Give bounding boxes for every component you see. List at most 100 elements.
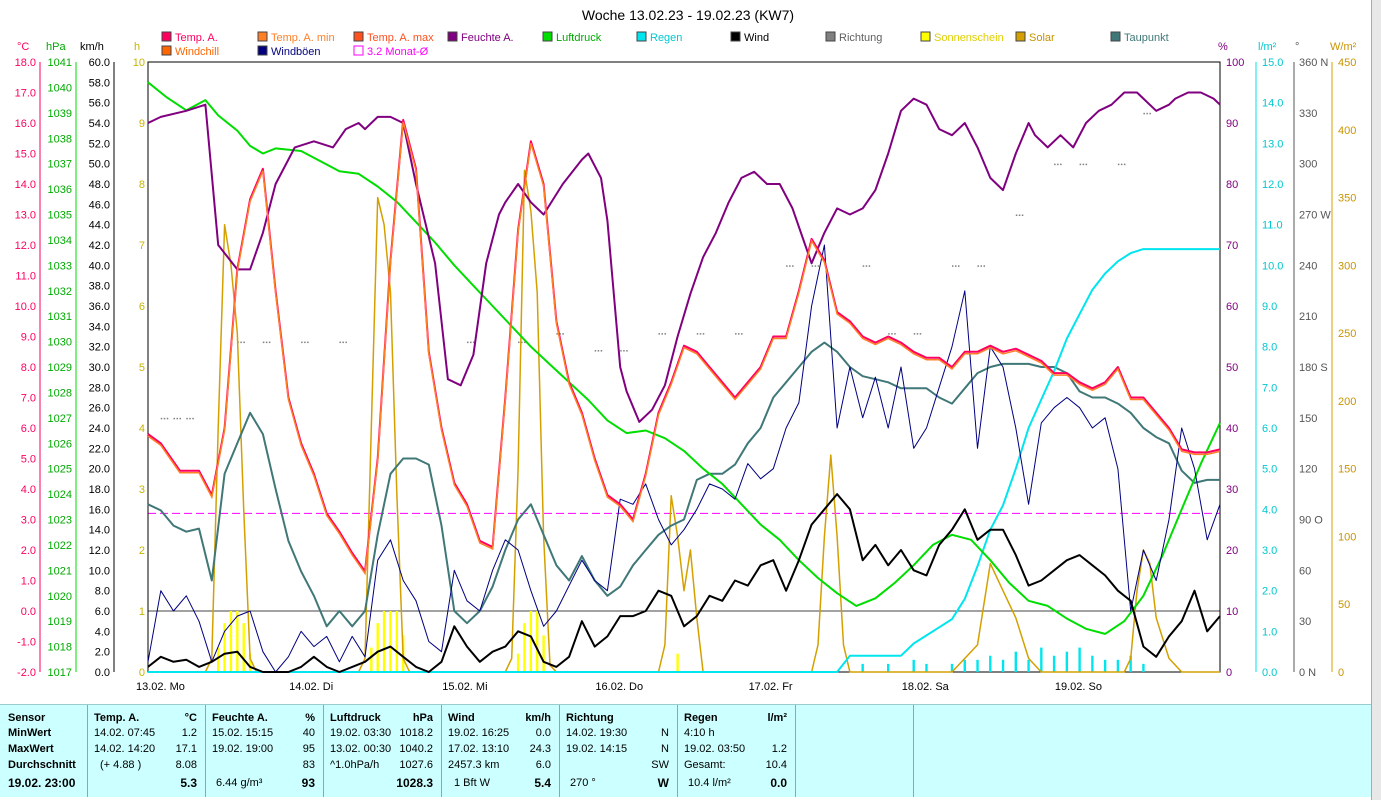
richtung-dot: [792, 265, 794, 267]
sunshine-bar: [536, 611, 539, 672]
feuchte-header: Feuchte A.: [212, 712, 268, 724]
x-label-1: 14.02. Di: [289, 681, 333, 693]
richtung-dot: [243, 341, 245, 344]
hpa-tick-6: 1035: [48, 210, 72, 222]
wind-max-val: 24.3: [529, 743, 551, 755]
rain-bar: [925, 663, 928, 672]
feuchte-min-val: 40: [302, 727, 315, 739]
kmh-tick-27: 6.0: [95, 606, 110, 618]
legend-swatch-10: [1110, 31, 1121, 42]
regen-max-val: 1.2: [771, 743, 787, 755]
regen-header: Regen: [684, 712, 718, 724]
richtung-dot: [913, 333, 916, 335]
kmh-tick-20: 20.0: [89, 464, 110, 476]
richtung-dot: [623, 350, 625, 352]
richtung-dot: [192, 417, 194, 420]
richtung-dot: [559, 333, 561, 335]
luftdruck-max-time: 13.02. 00:30: [330, 743, 392, 755]
x-label-2: 15.02. Mi: [442, 681, 487, 693]
solar-tick-8: 50: [1338, 599, 1350, 611]
rain-bar: [1027, 659, 1030, 672]
pct-tick-10: 0: [1226, 667, 1232, 679]
richtung-dot: [339, 341, 341, 344]
sunshine-bar: [242, 623, 245, 672]
richtung-dot: [1143, 112, 1145, 115]
solar-unit-label: W/m²: [1330, 41, 1357, 53]
rain-bar: [1103, 659, 1107, 672]
solar-tick-4: 250: [1338, 328, 1356, 340]
legend-label-9: Solar: [1029, 32, 1055, 44]
rain-bar: [989, 655, 992, 672]
pct-tick-9: 10: [1226, 606, 1238, 618]
richtung-deg: 270 °: [570, 777, 596, 789]
pct-tick-6: 40: [1226, 423, 1238, 435]
kmh-tick-29: 2.0: [95, 647, 110, 659]
richtung-dot: [173, 417, 176, 420]
solar-tick-9: 0: [1338, 667, 1344, 679]
richtung-dot: [342, 341, 344, 344]
kmh-tick-2: 56.0: [89, 98, 110, 110]
legend-swatch-1: [257, 31, 268, 42]
legend-label-2: Temp. A. max: [367, 32, 434, 44]
richtung-dot: [597, 350, 600, 352]
richtung-dot: [786, 265, 788, 267]
luftdruck-current: 1028.3: [396, 776, 433, 790]
richtung-dot: [179, 417, 182, 420]
richtung-dot: [240, 341, 242, 344]
axis-unit-labels: °C hPa km/h h % l/m² ° W/m²: [17, 41, 1357, 53]
solar-tick-1: 400: [1338, 125, 1356, 137]
series-windböen: [147, 244, 1221, 673]
temp-max-time: 14.02. 14:20: [94, 743, 156, 755]
hpa-tick-19: 1022: [48, 540, 72, 552]
deg-tick-7: 150: [1299, 413, 1317, 425]
temp-max-val: 17.1: [175, 743, 197, 755]
regen-gesamt-label: Gesamt:: [684, 759, 726, 771]
temp-avg-val: 8.08: [175, 759, 197, 771]
richtung-dot: [467, 341, 469, 344]
rain-bar: [1091, 655, 1094, 672]
luftdruck-max-val: 1040.2: [399, 743, 433, 755]
regen-max-time: 19.02. 03:50: [684, 743, 746, 755]
regen-gesamt-val: 10.4: [765, 759, 787, 771]
richtung-dot: [1120, 163, 1123, 166]
temp-tick-10: 8.0: [21, 362, 36, 374]
kmh-tick-15: 30.0: [89, 362, 110, 374]
legend-swatch-12: [257, 45, 268, 56]
bar-series: [216, 611, 1145, 672]
series-taupunkt: [147, 341, 1220, 628]
richtung-dot: [952, 265, 954, 267]
temp-tick-18: 0.0: [21, 606, 36, 618]
legend-label-3: Feuchte A.: [461, 32, 514, 44]
temp-tick-19: -1.0: [17, 637, 36, 649]
h-tick-8: 2: [139, 545, 145, 557]
richtung-dot: [345, 341, 347, 344]
richtung-dot: [163, 417, 166, 420]
legend-swatch-11: [161, 45, 172, 56]
temp-current: 5.3: [180, 776, 197, 790]
hpa-tick-5: 1036: [48, 184, 72, 196]
richtung-dot: [521, 341, 523, 344]
richtung-dots: [160, 112, 1151, 420]
x-label-5: 18.02. Sa: [902, 681, 950, 693]
regen-current: 0.0: [770, 776, 787, 790]
kmh-tick-9: 42.0: [89, 240, 110, 252]
col-temp: Temp. A. °C 14.02. 07:45 1.2 14.02. 14:2…: [88, 705, 206, 797]
kmh-tick-18: 24.0: [89, 423, 110, 435]
richtung-dot: [977, 265, 980, 267]
luftdruck-avg-extra: ^1.0hPa/h: [330, 759, 380, 771]
wind-max-time: 17.02. 13:10: [448, 743, 510, 755]
chart-legend: Temp. A. Temp. A. min Temp. A. max Feuchte …: [161, 31, 1169, 58]
richtung-dot: [1085, 163, 1088, 166]
rain-unit-label: l/m²: [1258, 41, 1277, 53]
richtung-dot: [1123, 163, 1126, 166]
h-tick-0: 10: [133, 57, 145, 69]
series-regen: [148, 248, 1220, 673]
legend-swatch-9: [1015, 31, 1026, 42]
pct-tick-7: 30: [1226, 484, 1238, 496]
richtung-dot: [811, 265, 814, 267]
window-edge: [1371, 0, 1381, 800]
series-temp-a-min: [147, 121, 1221, 576]
hpa-tick-15: 1026: [48, 438, 72, 450]
rain-bar: [886, 663, 890, 672]
legend-label-0: Temp. A.: [175, 32, 218, 44]
